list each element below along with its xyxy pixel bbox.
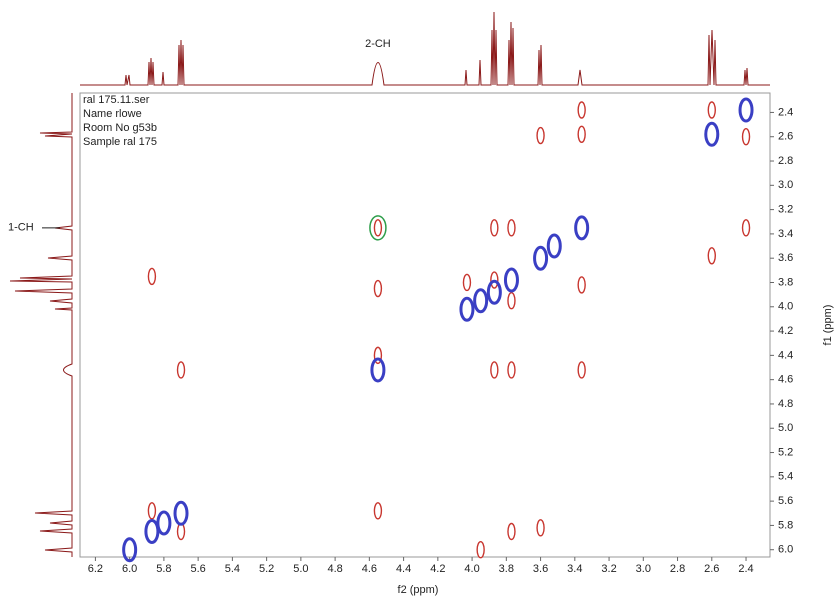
x-tick-label: 4.6	[362, 563, 377, 575]
left-projection	[9, 93, 73, 557]
info-text: Name rlowe	[83, 108, 142, 120]
x-tick-label: 5.4	[225, 563, 240, 575]
cross-peak	[533, 245, 549, 271]
cross-peak	[704, 121, 720, 147]
cross-peak	[176, 361, 186, 379]
y-tick-label: 5.2	[778, 446, 793, 458]
x-tick-label: 5.2	[259, 563, 274, 575]
y-tick-label: 4.8	[778, 398, 793, 410]
y-tick-label: 3.6	[778, 252, 793, 264]
cross-peak	[462, 273, 472, 292]
x-tick-label: 3.2	[601, 563, 616, 575]
cross-peak	[122, 537, 138, 563]
cross-peak	[707, 247, 716, 265]
cross-peak	[741, 219, 751, 237]
cross-peak	[741, 128, 751, 146]
x-tick-label: 5.6	[190, 563, 205, 575]
cross-peak	[577, 361, 586, 379]
x-tick-label: 5.8	[156, 563, 171, 575]
cross-peak	[536, 519, 545, 537]
x-tick-label: 4.0	[464, 563, 479, 575]
y-tick-label: 2.6	[778, 131, 793, 143]
x-tick-label: 4.8	[327, 563, 342, 575]
cross-peak	[577, 125, 586, 143]
cross-peak	[476, 541, 485, 559]
x-axis-label: f2 (ppm)	[398, 584, 439, 596]
cross-peak	[176, 522, 186, 541]
y-tick-label: 5.4	[778, 471, 793, 483]
x-tick-label: 4.2	[430, 563, 445, 575]
y-tick-label: 5.8	[778, 519, 793, 531]
cross-peak	[147, 502, 157, 520]
cross-peak	[738, 97, 754, 123]
y-tick-label: 3.4	[778, 228, 793, 240]
cross-peak	[490, 361, 499, 379]
cross-peak	[486, 279, 502, 305]
y-tick-label: 2.8	[778, 155, 793, 167]
cross-peak	[173, 500, 189, 526]
top-projection	[80, 11, 770, 86]
plot-frame	[79, 92, 771, 558]
x-tick-label: 2.4	[738, 563, 753, 575]
x-tick-label: 2.6	[704, 563, 719, 575]
cross-peak	[577, 101, 586, 119]
cross-peak	[507, 292, 516, 310]
x-tick-label: 3.6	[533, 563, 548, 575]
cross-peak	[507, 361, 516, 379]
y-tick-label: 4.4	[778, 349, 793, 361]
y-tick-label: 5.0	[778, 422, 793, 434]
cross-peak	[144, 518, 160, 544]
cross-peak	[373, 219, 383, 237]
x-tick-label: 3.0	[636, 563, 651, 575]
cross-peak	[147, 267, 157, 286]
cross-peak	[490, 219, 499, 237]
y-tick-label: 4.6	[778, 374, 793, 386]
info-text: ral 175.11.ser	[83, 94, 150, 106]
highlight-circle	[369, 215, 387, 241]
cross-peak	[707, 101, 716, 119]
cross-peak	[536, 126, 545, 145]
cross-peak	[370, 357, 386, 383]
cross-peak	[507, 219, 516, 237]
cross-peak	[503, 267, 519, 293]
cross-peak	[577, 276, 586, 294]
info-text: Room No g53b	[83, 122, 157, 134]
y-tick-label: 4.0	[778, 301, 793, 313]
cross-peak	[546, 233, 562, 259]
y-tick-label: 4.2	[778, 325, 793, 337]
x-tick-label: 5.0	[293, 563, 308, 575]
cross-peak	[459, 296, 475, 322]
y-tick-label: 5.6	[778, 495, 793, 507]
cross-peak	[373, 502, 383, 520]
y-tick-label: 3.8	[778, 276, 793, 288]
x-tick-label: 6.2	[88, 563, 103, 575]
cross-peak	[373, 279, 383, 298]
cross-peak	[156, 510, 172, 536]
y-tick-label: 3.0	[778, 179, 793, 191]
cross-peak	[507, 522, 516, 541]
y-tick-label: 6.0	[778, 544, 793, 556]
x-tick-label: 2.8	[670, 563, 685, 575]
annotation: 2-CH	[365, 38, 391, 50]
cross-peak	[473, 288, 489, 314]
y-tick-label: 2.4	[778, 106, 793, 118]
x-tick-label: 6.0	[122, 563, 137, 575]
annotation: 1-CH	[8, 222, 34, 234]
y-axis-label: f1 (ppm)	[822, 305, 834, 346]
info-text: Sample ral 175	[83, 136, 157, 148]
x-tick-label: 3.4	[567, 563, 582, 575]
cross-peak	[574, 215, 590, 241]
x-tick-label: 4.4	[396, 563, 411, 575]
x-tick-label: 3.8	[499, 563, 514, 575]
y-tick-label: 3.2	[778, 204, 793, 216]
